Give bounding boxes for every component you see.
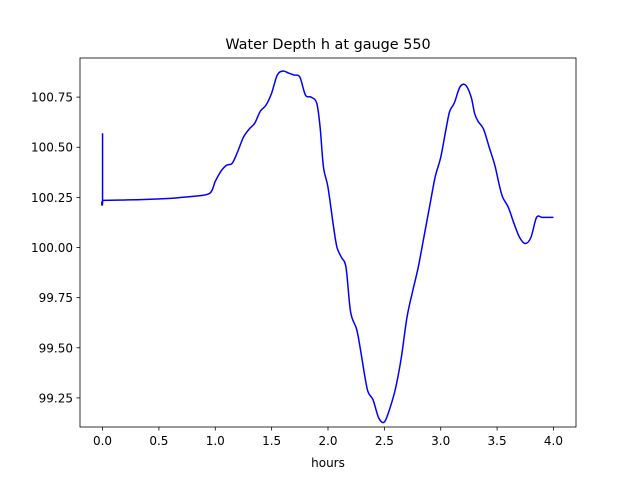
x-tick-label: 2.0 xyxy=(318,434,337,448)
x-tick-label: 1.0 xyxy=(206,434,225,448)
axes-frame xyxy=(79,57,577,428)
y-tick-label: 100.50 xyxy=(31,141,73,155)
y-tick-label: 99.75 xyxy=(39,291,73,305)
y-tick-label: 100.00 xyxy=(31,241,73,255)
x-tick-label: 4.0 xyxy=(544,434,563,448)
plot-area xyxy=(101,70,554,424)
x-axis-label: hours xyxy=(311,456,345,470)
x-tick-label: 0.0 xyxy=(93,434,112,448)
y-axis-ticks: 99.25 99.50 99.75 100.00 100.25 100.50 100.75 xyxy=(31,91,80,405)
x-tick-label: 0.5 xyxy=(149,434,168,448)
x-tick-label: 3.5 xyxy=(488,434,507,448)
chart-title: Water Depth h at gauge 550 xyxy=(225,37,430,53)
series-line-0 xyxy=(101,70,554,424)
y-tick-label: 99.25 xyxy=(39,391,73,405)
x-axis-ticks: 0.0 0.5 1.0 1.5 2.0 2.5 3.0 3.5 4.0 xyxy=(93,427,563,448)
x-tick-label: 2.5 xyxy=(375,434,394,448)
x-tick-label: 1.5 xyxy=(262,434,281,448)
y-tick-label: 99.50 xyxy=(39,341,73,355)
x-tick-label: 3.0 xyxy=(431,434,450,448)
y-tick-label: 100.25 xyxy=(31,191,73,205)
y-tick-label: 100.75 xyxy=(31,91,73,105)
